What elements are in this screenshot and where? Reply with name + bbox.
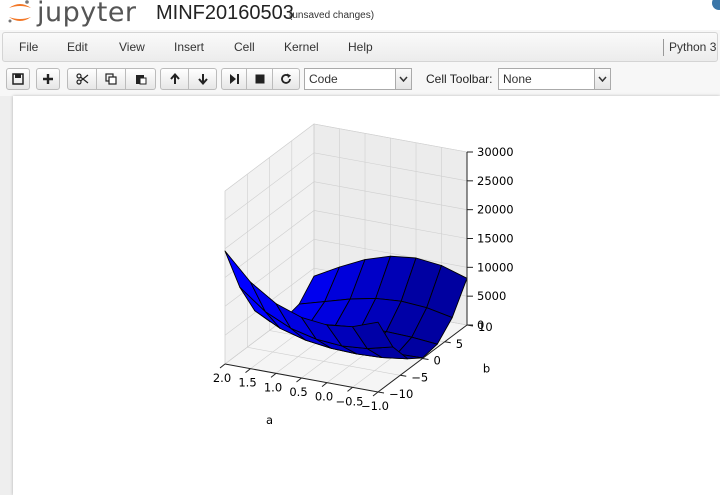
- logo-text: jupyter: [37, 0, 137, 28]
- toolbar: Code Cell Toolbar: None: [0, 64, 720, 96]
- z-tick-label: 20000: [477, 203, 514, 217]
- x-tick: [372, 391, 379, 397]
- copy-button[interactable]: [97, 68, 126, 90]
- y-tick: [377, 391, 385, 394]
- save-icon: [12, 73, 24, 85]
- z-tick-label: 0: [477, 318, 484, 332]
- x-tick: [219, 363, 226, 369]
- cell-type-select[interactable]: Code: [304, 68, 412, 90]
- grid-line-z: [224, 210, 468, 278]
- z-tick-label: 10000: [477, 260, 514, 274]
- x-tick: [347, 386, 353, 392]
- grid-line-z: [224, 123, 468, 192]
- tick-labels: −1.0−0.50.00.51.01.52.0−10−5051005000100…: [213, 145, 514, 427]
- paste-icon: [135, 75, 146, 85]
- surface-mesh: [224, 250, 468, 360]
- x-axis-label: a: [266, 413, 273, 427]
- jupyter-logo-icon: [8, 0, 31, 23]
- header: jupyter MINF20160503 (unsaved changes): [0, 0, 720, 30]
- cut-icon: [75, 73, 88, 85]
- cell-toolbar-label: Cell Toolbar:: [426, 72, 493, 86]
- move-up-button[interactable]: [160, 68, 189, 90]
- y-tick-label: 0: [434, 354, 441, 368]
- z-tick-label: 5000: [477, 289, 506, 303]
- kernel-separator: [663, 39, 664, 56]
- x-tick-label: 0.0: [315, 390, 333, 404]
- chevron-down-icon: [594, 69, 610, 89]
- save-button[interactable]: [6, 68, 30, 90]
- y-tick: [422, 358, 429, 360]
- cell-toolbar-value: None: [503, 72, 532, 86]
- jupyter-logo[interactable]: jupyter: [6, 0, 137, 28]
- menubar: File Edit View Insert Cell Kernel Help P…: [2, 32, 718, 62]
- interrupt-button[interactable]: [247, 68, 273, 90]
- plus-icon: [43, 74, 53, 84]
- menu-view[interactable]: View: [119, 40, 145, 54]
- y-tick-label: 5: [456, 337, 463, 351]
- x-tick-label: 2.0: [213, 371, 231, 385]
- surface-plot: −1.0−0.50.00.51.01.52.0−10−5051005000100…: [213, 123, 514, 427]
- cell-type-value: Code: [309, 72, 338, 86]
- restart-icon: [281, 73, 291, 84]
- y-tick: [400, 374, 407, 377]
- menu-edit[interactable]: Edit: [67, 40, 88, 54]
- menu-insert[interactable]: Insert: [174, 40, 205, 54]
- menu-file[interactable]: File: [19, 40, 39, 54]
- menu-help[interactable]: Help: [348, 40, 373, 54]
- paste-button[interactable]: [126, 68, 156, 90]
- insert-cell-button[interactable]: [36, 68, 60, 90]
- y-axis-label: b: [483, 362, 490, 376]
- menu-kernel[interactable]: Kernel: [284, 40, 319, 54]
- grid-line-z: [224, 181, 468, 249]
- save-status: (unsaved changes): [289, 10, 375, 21]
- copy-icon: [105, 73, 117, 85]
- x-tick-label: −1.0: [361, 399, 389, 413]
- run-icon: [230, 74, 239, 84]
- x-tick-label: −0.5: [336, 394, 364, 408]
- cut-button[interactable]: [67, 68, 97, 90]
- move-down-button[interactable]: [189, 68, 217, 90]
- x-tick-label: 0.5: [289, 385, 307, 399]
- x-tick: [270, 372, 277, 378]
- arrow-down-icon: [197, 74, 208, 85]
- z-tick-label: 30000: [477, 145, 514, 159]
- x-tick: [245, 368, 251, 374]
- notebook-area: −1.0 −0.5 0.0 0.5 1.0 1.5 2.0 −10 −5 0 5 10 0 5000 100…: [0, 96, 720, 495]
- grid-line-z: [224, 152, 468, 221]
- cell-toolbar-select[interactable]: None: [498, 68, 611, 90]
- y-tick-label: 10: [478, 320, 493, 334]
- notebook-name[interactable]: MINF20160503: [156, 2, 294, 24]
- surface-patch: [352, 321, 394, 350]
- x-tick: [296, 377, 302, 383]
- z-tick-label: 25000: [477, 174, 514, 188]
- x-tick-label: 1.0: [264, 380, 282, 394]
- y-tick-label: −5: [411, 370, 428, 384]
- z-tick-label: 15000: [477, 232, 514, 246]
- y-tick: [444, 341, 451, 344]
- stop-icon: [255, 74, 264, 84]
- python-logo-icon: [712, 0, 720, 10]
- menu-cell[interactable]: Cell: [234, 40, 255, 54]
- run-button[interactable]: [221, 68, 247, 90]
- kernel-indicator: Python 3: [669, 40, 717, 54]
- x-tick-label: 1.5: [238, 376, 256, 390]
- chevron-down-icon: [395, 69, 411, 89]
- arrow-up-icon: [169, 73, 180, 84]
- y-tick-label: −10: [389, 387, 413, 401]
- x-tick: [321, 382, 328, 388]
- notebook-page: −1.0 −0.5 0.0 0.5 1.0 1.5 2.0 −10 −5 0 5 10 0 5000 100…: [13, 96, 720, 495]
- restart-button[interactable]: [273, 68, 300, 90]
